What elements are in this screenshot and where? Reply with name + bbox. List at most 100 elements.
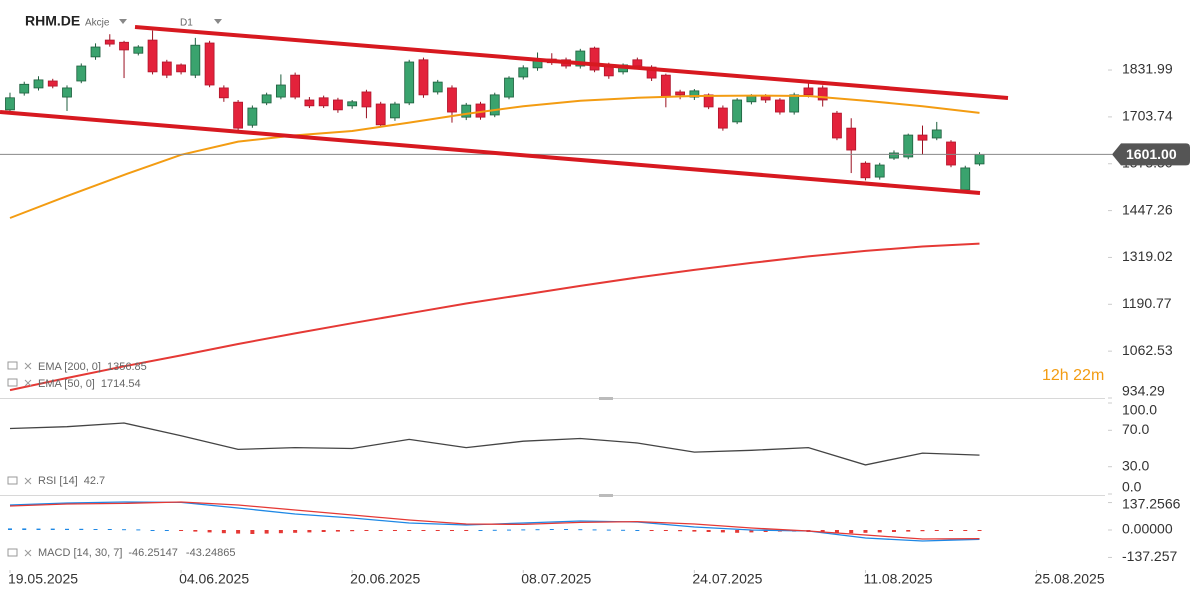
- histogram-bar: [692, 530, 697, 532]
- y-tick-label: 934.29: [1122, 383, 1165, 399]
- candle-body: [775, 99, 785, 113]
- legend-name: MACD [14, 30, 7]: [38, 547, 122, 559]
- dropdown-arrow[interactable]: [214, 19, 222, 24]
- histogram-bar: [720, 530, 725, 533]
- candle-body: [675, 91, 686, 96]
- histogram-bar: [891, 530, 896, 532]
- histogram-bar: [250, 530, 255, 534]
- candle-body: [104, 39, 115, 45]
- legend-name: EMA [50, 0]: [38, 378, 95, 390]
- legend-name: EMA [200, 0]: [38, 361, 101, 373]
- legend-value: -43.24865: [186, 547, 236, 559]
- histogram-bar: [79, 528, 84, 530]
- x-tick-label: 25.08.2025: [1035, 571, 1105, 587]
- histogram-bar: [535, 529, 540, 531]
- candle-body: [504, 77, 514, 98]
- histogram-bar: [877, 530, 882, 533]
- histogram-bar: [65, 528, 70, 530]
- candle-body: [418, 59, 429, 96]
- histogram-bar: [749, 530, 754, 533]
- histogram-bar: [478, 530, 483, 531]
- x-tick-label: 20.06.2025: [350, 571, 420, 587]
- histogram-bar: [492, 529, 497, 531]
- histogram-bar: [934, 530, 939, 531]
- candle-body: [860, 162, 871, 179]
- histogram-bar: [264, 530, 269, 534]
- candle-body: [946, 141, 956, 166]
- candle-body: [19, 83, 30, 94]
- histogram-bar: [307, 530, 312, 533]
- histogram-bar: [735, 530, 740, 533]
- indicator-line: [9, 242, 980, 392]
- histogram-bar: [977, 530, 982, 531]
- histogram-bar: [592, 529, 597, 531]
- legend-name: RSI [14]: [38, 475, 78, 487]
- x-tick-label: 19.05.2025: [8, 571, 78, 587]
- histogram-bar: [221, 530, 226, 534]
- candle-body: [62, 87, 72, 98]
- legend-value: -46.25147: [128, 547, 178, 559]
- price-tag-label: 1601.00: [1126, 146, 1177, 162]
- candle-body: [432, 81, 443, 93]
- candle-body: [404, 61, 415, 104]
- histogram-bar: [834, 530, 839, 533]
- histogram-bar: [22, 528, 27, 530]
- histogram-bar: [164, 530, 169, 531]
- histogram-bar: [906, 530, 911, 532]
- candle-body: [832, 112, 842, 139]
- candle-body: [660, 74, 671, 98]
- countdown: 12h 22m: [1042, 367, 1104, 384]
- histogram-bar: [564, 529, 569, 530]
- histogram-bar: [549, 529, 554, 530]
- y-tick-label: 1831.99: [1122, 61, 1173, 77]
- candle-body: [204, 42, 215, 86]
- candle-body: [33, 79, 44, 89]
- candle-body: [347, 101, 358, 107]
- y-tick-label: 137.2566: [1122, 496, 1181, 512]
- price-tag: [1112, 143, 1190, 166]
- x-tick-label: 24.07.2025: [692, 571, 762, 587]
- dropdown-arrow[interactable]: [119, 19, 127, 24]
- histogram-bar: [207, 530, 212, 533]
- histogram-bar: [179, 530, 184, 531]
- instrument-type: Akcje: [85, 18, 110, 29]
- histogram-bar: [649, 530, 654, 531]
- candle-body: [333, 99, 343, 111]
- histogram-bar: [521, 529, 526, 531]
- x-tick-label: 04.06.2025: [179, 571, 249, 587]
- y-tick-label: 0.0: [1122, 479, 1142, 495]
- candle-body: [119, 41, 129, 51]
- histogram-bar: [122, 529, 127, 531]
- candle-body: [461, 104, 472, 118]
- candle-body: [218, 87, 229, 99]
- candle-body: [233, 101, 244, 129]
- histogram-bar: [949, 530, 954, 531]
- candle-body: [261, 94, 272, 104]
- candle-body: [375, 103, 386, 126]
- histogram-bar: [278, 530, 283, 534]
- y-tick-label: 1703.74: [1122, 108, 1173, 124]
- candle-body: [447, 87, 457, 113]
- candle-body: [318, 97, 329, 107]
- candle-body: [161, 61, 172, 76]
- candle-body: [889, 152, 899, 159]
- pane-handle[interactable]: [599, 494, 613, 497]
- candle-body: [90, 46, 101, 58]
- timeframe[interactable]: D1: [180, 18, 193, 29]
- legend-value: 42.7: [84, 475, 105, 487]
- histogram-bar: [578, 529, 583, 531]
- histogram-bar: [449, 530, 454, 531]
- histogram-bar: [293, 530, 298, 533]
- candle-body: [390, 103, 400, 119]
- candle-body: [817, 87, 828, 101]
- candle-body: [746, 95, 757, 103]
- x-tick-label: 11.08.2025: [863, 571, 932, 587]
- trend-line: [0, 110, 981, 195]
- y-tick-label: 30.0: [1122, 457, 1149, 473]
- candle-body: [803, 87, 814, 96]
- histogram-bar: [464, 530, 469, 531]
- candle-body: [846, 127, 857, 151]
- pane-handle[interactable]: [599, 397, 613, 400]
